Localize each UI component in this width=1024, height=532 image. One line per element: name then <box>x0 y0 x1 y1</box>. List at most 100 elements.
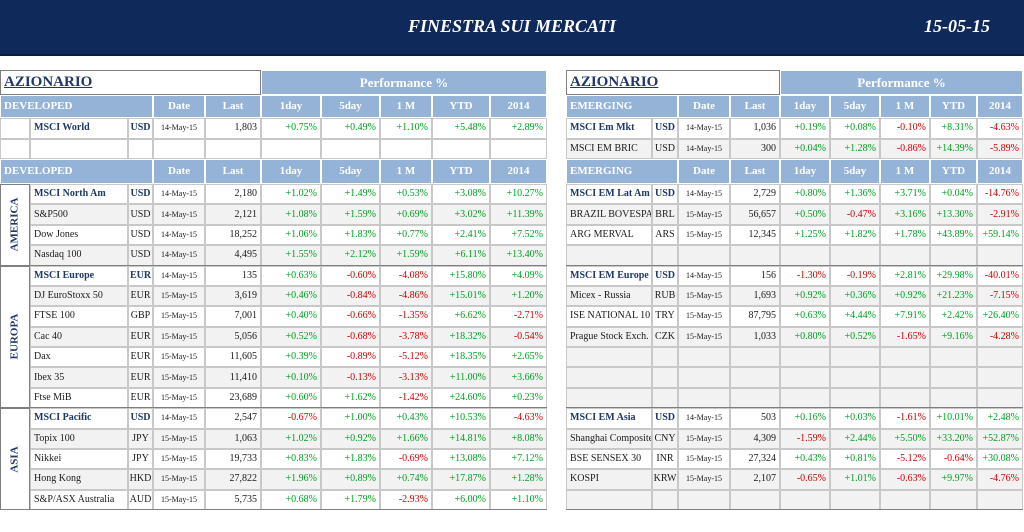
performance: +7.52% <box>490 224 547 246</box>
currency: JPY <box>128 428 153 449</box>
currency: CNY <box>652 428 678 449</box>
performance: +0.03% <box>830 408 880 429</box>
empty-cell <box>930 367 977 388</box>
date: 15-May-15 <box>678 428 730 449</box>
date: 14-May-15 <box>153 118 205 139</box>
empty-cell <box>880 489 930 510</box>
performance: +1.55% <box>261 245 321 266</box>
performance: +13.08% <box>432 448 490 470</box>
instrument-name: Topix 100 <box>30 428 128 449</box>
last-price: 11,605 <box>205 347 261 368</box>
performance: +0.80% <box>780 326 830 347</box>
currency: KRW <box>652 469 678 490</box>
date: 15-May-15 <box>153 489 205 510</box>
date: 15-May-15 <box>153 469 205 490</box>
performance: +0.19% <box>780 118 830 139</box>
performance: +11.00% <box>432 367 490 388</box>
performance: +0.16% <box>780 408 830 429</box>
performance: +1.66% <box>380 428 432 449</box>
performance: -5.89% <box>977 138 1023 159</box>
empty-cell <box>0 138 30 159</box>
header-cell: Last <box>205 95 261 118</box>
performance: +2.48% <box>977 408 1023 429</box>
header-cell: Last <box>730 159 780 184</box>
performance: -0.54% <box>490 326 547 347</box>
header-cell: 1 M <box>380 95 432 118</box>
date: 15-May-15 <box>678 448 730 470</box>
performance: -0.69% <box>380 448 432 470</box>
performance: +1.79% <box>321 489 380 510</box>
empty-cell <box>566 387 652 409</box>
empty-cell <box>880 387 930 409</box>
instrument-name: S&P/ASX Australia <box>30 489 128 510</box>
performance: +0.53% <box>380 184 432 205</box>
header-cell: 1 M <box>880 95 930 118</box>
empty-cell <box>490 138 547 159</box>
performance: +30.08% <box>977 448 1023 470</box>
performance: -4.28% <box>977 326 1023 347</box>
empty-cell <box>977 489 1023 510</box>
empty-cell <box>566 489 652 510</box>
header-cell: 2014 <box>490 159 547 184</box>
instrument-name: MSCI EM Lat Am <box>566 184 652 205</box>
last-price: 87,795 <box>730 306 780 327</box>
date: 14-May-15 <box>678 184 730 205</box>
empty-cell <box>153 138 205 159</box>
performance: +1.06% <box>261 224 321 246</box>
last-price: 4,495 <box>205 245 261 266</box>
date: 14-May-15 <box>153 408 205 429</box>
empty-cell <box>830 367 880 388</box>
currency: EUR <box>128 285 153 307</box>
performance: +0.49% <box>321 118 380 139</box>
performance: +0.23% <box>490 387 547 409</box>
instrument-name: MSCI EM BRIC <box>566 138 652 159</box>
header-cell: Last <box>205 159 261 184</box>
last-price: 23,689 <box>205 387 261 409</box>
last-price: 12,345 <box>730 224 780 246</box>
date: 15-May-15 <box>153 347 205 368</box>
last-price: 11,410 <box>205 367 261 388</box>
header-cell: EMERGING <box>566 95 678 118</box>
performance: +3.66% <box>490 367 547 388</box>
header-cell: Last <box>730 95 780 118</box>
last-price: 27,324 <box>730 448 780 470</box>
performance: -0.47% <box>830 204 880 225</box>
performance: +1.02% <box>261 428 321 449</box>
performance: +8.31% <box>930 118 977 139</box>
performance: +5.48% <box>432 118 490 139</box>
date: 15-May-15 <box>153 428 205 449</box>
region-text: ASIA <box>8 445 21 473</box>
performance: -3.78% <box>380 326 432 347</box>
performance: +29.98% <box>930 265 977 286</box>
performance: +2.41% <box>432 224 490 246</box>
last-price: 2,180 <box>205 184 261 205</box>
performance: +6.11% <box>432 245 490 266</box>
date: 15-May-15 <box>153 306 205 327</box>
performance: -1.59% <box>780 428 830 449</box>
performance: +0.52% <box>261 326 321 347</box>
instrument-name: MSCI Pacific <box>30 408 128 429</box>
page-title: FINESTRA SUI MERCATI <box>407 16 617 36</box>
empty-cell <box>678 245 730 266</box>
performance: +1.82% <box>830 224 880 246</box>
last-price: 503 <box>730 408 780 429</box>
performance: +0.40% <box>261 306 321 327</box>
empty-cell <box>780 489 830 510</box>
header-cell: 2014 <box>490 95 547 118</box>
empty-cell <box>780 347 830 368</box>
date: 15-May-15 <box>678 285 730 307</box>
header-cell: 5day <box>830 159 880 184</box>
currency: USD <box>128 245 153 266</box>
instrument-name: Hong Kong <box>30 469 128 490</box>
last-price: 1,036 <box>730 118 780 139</box>
header-cell: YTD <box>930 95 977 118</box>
currency: EUR <box>128 347 153 368</box>
empty-cell <box>880 245 930 266</box>
empty-cell <box>730 367 780 388</box>
performance: -2.91% <box>977 204 1023 225</box>
performance: -1.30% <box>780 265 830 286</box>
performance: +1.83% <box>321 224 380 246</box>
empty-cell <box>977 245 1023 266</box>
performance: +1.59% <box>380 245 432 266</box>
